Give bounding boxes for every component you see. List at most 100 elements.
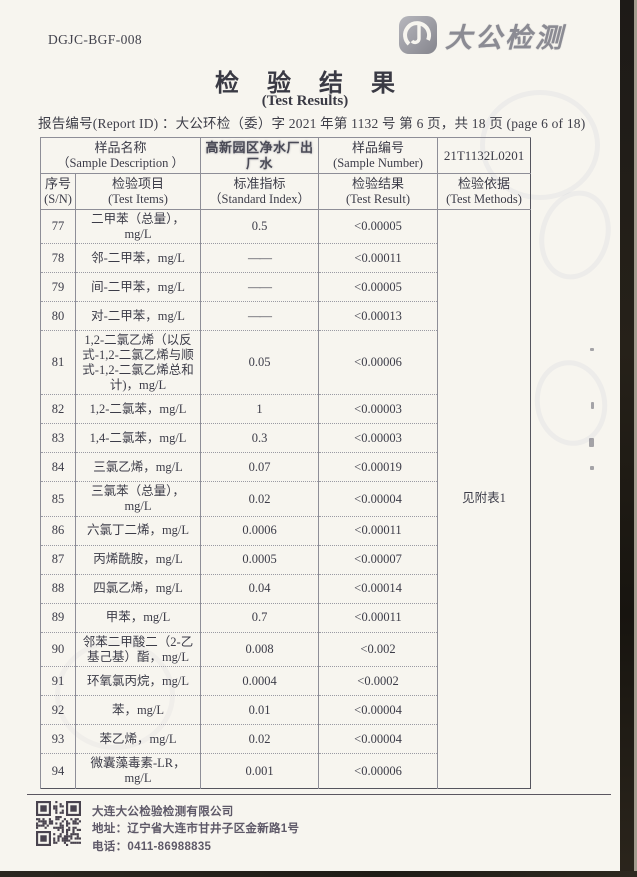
item-cell: 1,2-二氯苯，mg/L	[74, 394, 201, 424]
col-label: 检验结果	[352, 176, 405, 192]
col-header-methods: 检验依据 (Test Methods)	[437, 173, 531, 210]
sn-cell: 90	[40, 631, 76, 667]
item-cell: 三氯乙烯，mg/L	[74, 452, 201, 482]
form-code: DGJC-BGF-008	[48, 32, 143, 47]
table-row: 86 六氯丁二烯，mg/L 0.0006 <0.00011	[40, 515, 531, 546]
result-cell: <0.00004	[318, 481, 438, 517]
scan-speck	[591, 402, 594, 409]
result-cell: <0.00004	[318, 695, 438, 725]
item-cell: 环氧氯丙烷，mg/L	[74, 666, 201, 696]
table-row: 89 甲苯，mg/L 0.7 <0.00011	[40, 602, 531, 633]
result-cell: <0.00006	[318, 753, 438, 789]
result-cell: <0.00011	[318, 602, 438, 633]
result-cell: <0.00005	[318, 208, 438, 244]
scan-speck	[589, 438, 594, 447]
standard-cell: 0.008	[200, 631, 319, 667]
standard-cell: 1	[200, 394, 319, 424]
table-row: 77 二甲苯（总量），mg/L 0.5 <0.00005 见附表1	[40, 208, 531, 789]
sample-number-label-en: (Sample Number)	[333, 155, 423, 170]
item-cell: 邻苯二甲酸二（2-乙基己基）酯，mg/L	[74, 631, 201, 667]
result-cell: <0.00014	[318, 573, 438, 604]
result-cell: <0.00011	[318, 243, 438, 273]
standard-cell: 0.5	[200, 208, 319, 244]
company-address: 地址：辽宁省大连市甘井子区金新路1号	[92, 823, 300, 836]
standard-cell: 0.0004	[200, 666, 319, 696]
result-cell: <0.0002	[318, 666, 438, 696]
col-label-en: (Test Result)	[345, 191, 411, 206]
table-row: 92 苯，mg/L 0.01 <0.00004	[40, 695, 531, 725]
table-row: 83 1,4-二氯苯，mg/L 0.3 <0.00003	[40, 423, 531, 453]
standard-cell: 0.3	[200, 423, 319, 453]
item-cell: 1,2-二氯乙烯（以反式-1,2-二氯乙烯与顺式-1,2-二氯乙烯总和计)，mg…	[74, 330, 201, 395]
col-label-en: （Standard Index）	[209, 191, 311, 206]
column-header-row: 序号 (S/N) 检验项目 (Test Items) 标准指标 （Standar…	[40, 173, 531, 210]
col-header-result: 检验结果 (Test Result)	[318, 173, 438, 210]
table-row: 87 丙烯酰胺，mg/L 0.0005 <0.00007	[40, 544, 531, 575]
col-label-en: (Test Items)	[108, 191, 168, 206]
result-cell: <0.00003	[318, 394, 438, 424]
company-logo: 大公检测	[398, 15, 565, 55]
table-row: 93 苯乙烯，mg/L 0.02 <0.00004	[40, 724, 531, 754]
sn-cell: 84	[40, 452, 76, 482]
item-cell: 1,4-二氯苯，mg/L	[74, 423, 201, 453]
sn-cell: 85	[40, 481, 76, 517]
sn-cell: 79	[40, 272, 76, 302]
sn-cell: 91	[40, 666, 76, 696]
col-label-en: (Test Methods)	[446, 191, 522, 206]
item-cell: 间-二甲苯，mg/L	[74, 272, 201, 302]
col-header-sn: 序号 (S/N)	[40, 173, 76, 210]
col-label: 序号	[44, 176, 71, 192]
item-cell: 邻-二甲苯，mg/L	[74, 243, 201, 273]
logo-swirl-icon	[399, 16, 437, 54]
table-data-rows: 77 二甲苯（总量），mg/L 0.5 <0.00005 见附表1 78 邻-二甲苯，mg/…	[40, 208, 531, 789]
sample-info-row: 样品名称 （Sample Description ） 高新园区净水厂出厂水 样品…	[39, 136, 531, 174]
sn-cell: 92	[40, 695, 76, 725]
item-cell: 二甲苯（总量），mg/L	[74, 208, 201, 244]
standard-cell: ——	[200, 301, 319, 331]
sn-cell: 80	[40, 301, 76, 331]
result-cell: <0.00003	[318, 423, 438, 453]
scan-speck	[590, 466, 594, 470]
sample-number-label: 样品编号	[352, 140, 405, 156]
footer: 大连大公检验检测有限公司 地址：辽宁省大连市甘井子区金新路1号 电话：0411-…	[36, 801, 299, 856]
sample-name-value-cell: 高新园区净水厂出厂水	[200, 136, 319, 174]
sn-cell: 86	[40, 515, 76, 546]
sn-cell: 93	[40, 724, 76, 754]
sn-cell: 83	[40, 423, 76, 453]
item-cell: 对-二甲苯，mg/L	[74, 301, 201, 331]
item-cell: 四氯乙烯，mg/L	[74, 573, 201, 604]
footer-divider	[27, 794, 611, 795]
sn-cell: 87	[40, 544, 76, 575]
col-label: 标准指标	[233, 176, 286, 192]
standard-cell: 0.7	[200, 602, 319, 633]
sn-cell: 81	[40, 330, 76, 395]
table-row: 79 间-二甲苯，mg/L —— <0.00005	[40, 272, 531, 302]
sn-cell: 82	[40, 394, 76, 424]
result-cell: <0.00019	[318, 452, 438, 482]
qr-code	[36, 801, 81, 846]
table-row: 85 三氯苯（总量），mg/L 0.02 <0.00004	[40, 481, 531, 517]
standard-cell: 0.07	[200, 452, 319, 482]
result-cell: <0.00011	[318, 515, 438, 546]
page-title: 检 验 结 果	[215, 71, 406, 97]
methods-note-cell: 见附表1	[437, 208, 531, 789]
col-header-items: 检验项目 (Test Items)	[74, 173, 201, 210]
col-label: 检验依据	[458, 176, 511, 192]
scan-edge-bottom	[0, 871, 637, 877]
standard-cell: 0.0005	[200, 544, 319, 575]
item-cell: 三氯苯（总量），mg/L	[74, 481, 201, 517]
company-info: 大连大公检验检测有限公司 地址：辽宁省大连市甘井子区金新路1号 电话：0411-…	[92, 801, 299, 856]
sn-cell: 78	[40, 243, 76, 273]
result-cell: <0.00005	[318, 272, 438, 302]
item-cell: 微囊藻毒素-LR，mg/L	[74, 753, 201, 789]
logo-text: 大公检测	[445, 22, 565, 53]
standard-cell: 0.02	[200, 481, 319, 517]
page-subtitle: (Test Results)	[261, 93, 349, 109]
col-label-en: (S/N)	[44, 191, 72, 206]
standard-cell: 0.02	[200, 724, 319, 754]
result-cell: <0.00007	[318, 544, 438, 575]
result-cell: <0.00013	[318, 301, 438, 331]
standard-cell: 0.001	[200, 753, 319, 789]
sn-cell: 94	[40, 753, 76, 789]
scan-speck	[590, 348, 594, 351]
